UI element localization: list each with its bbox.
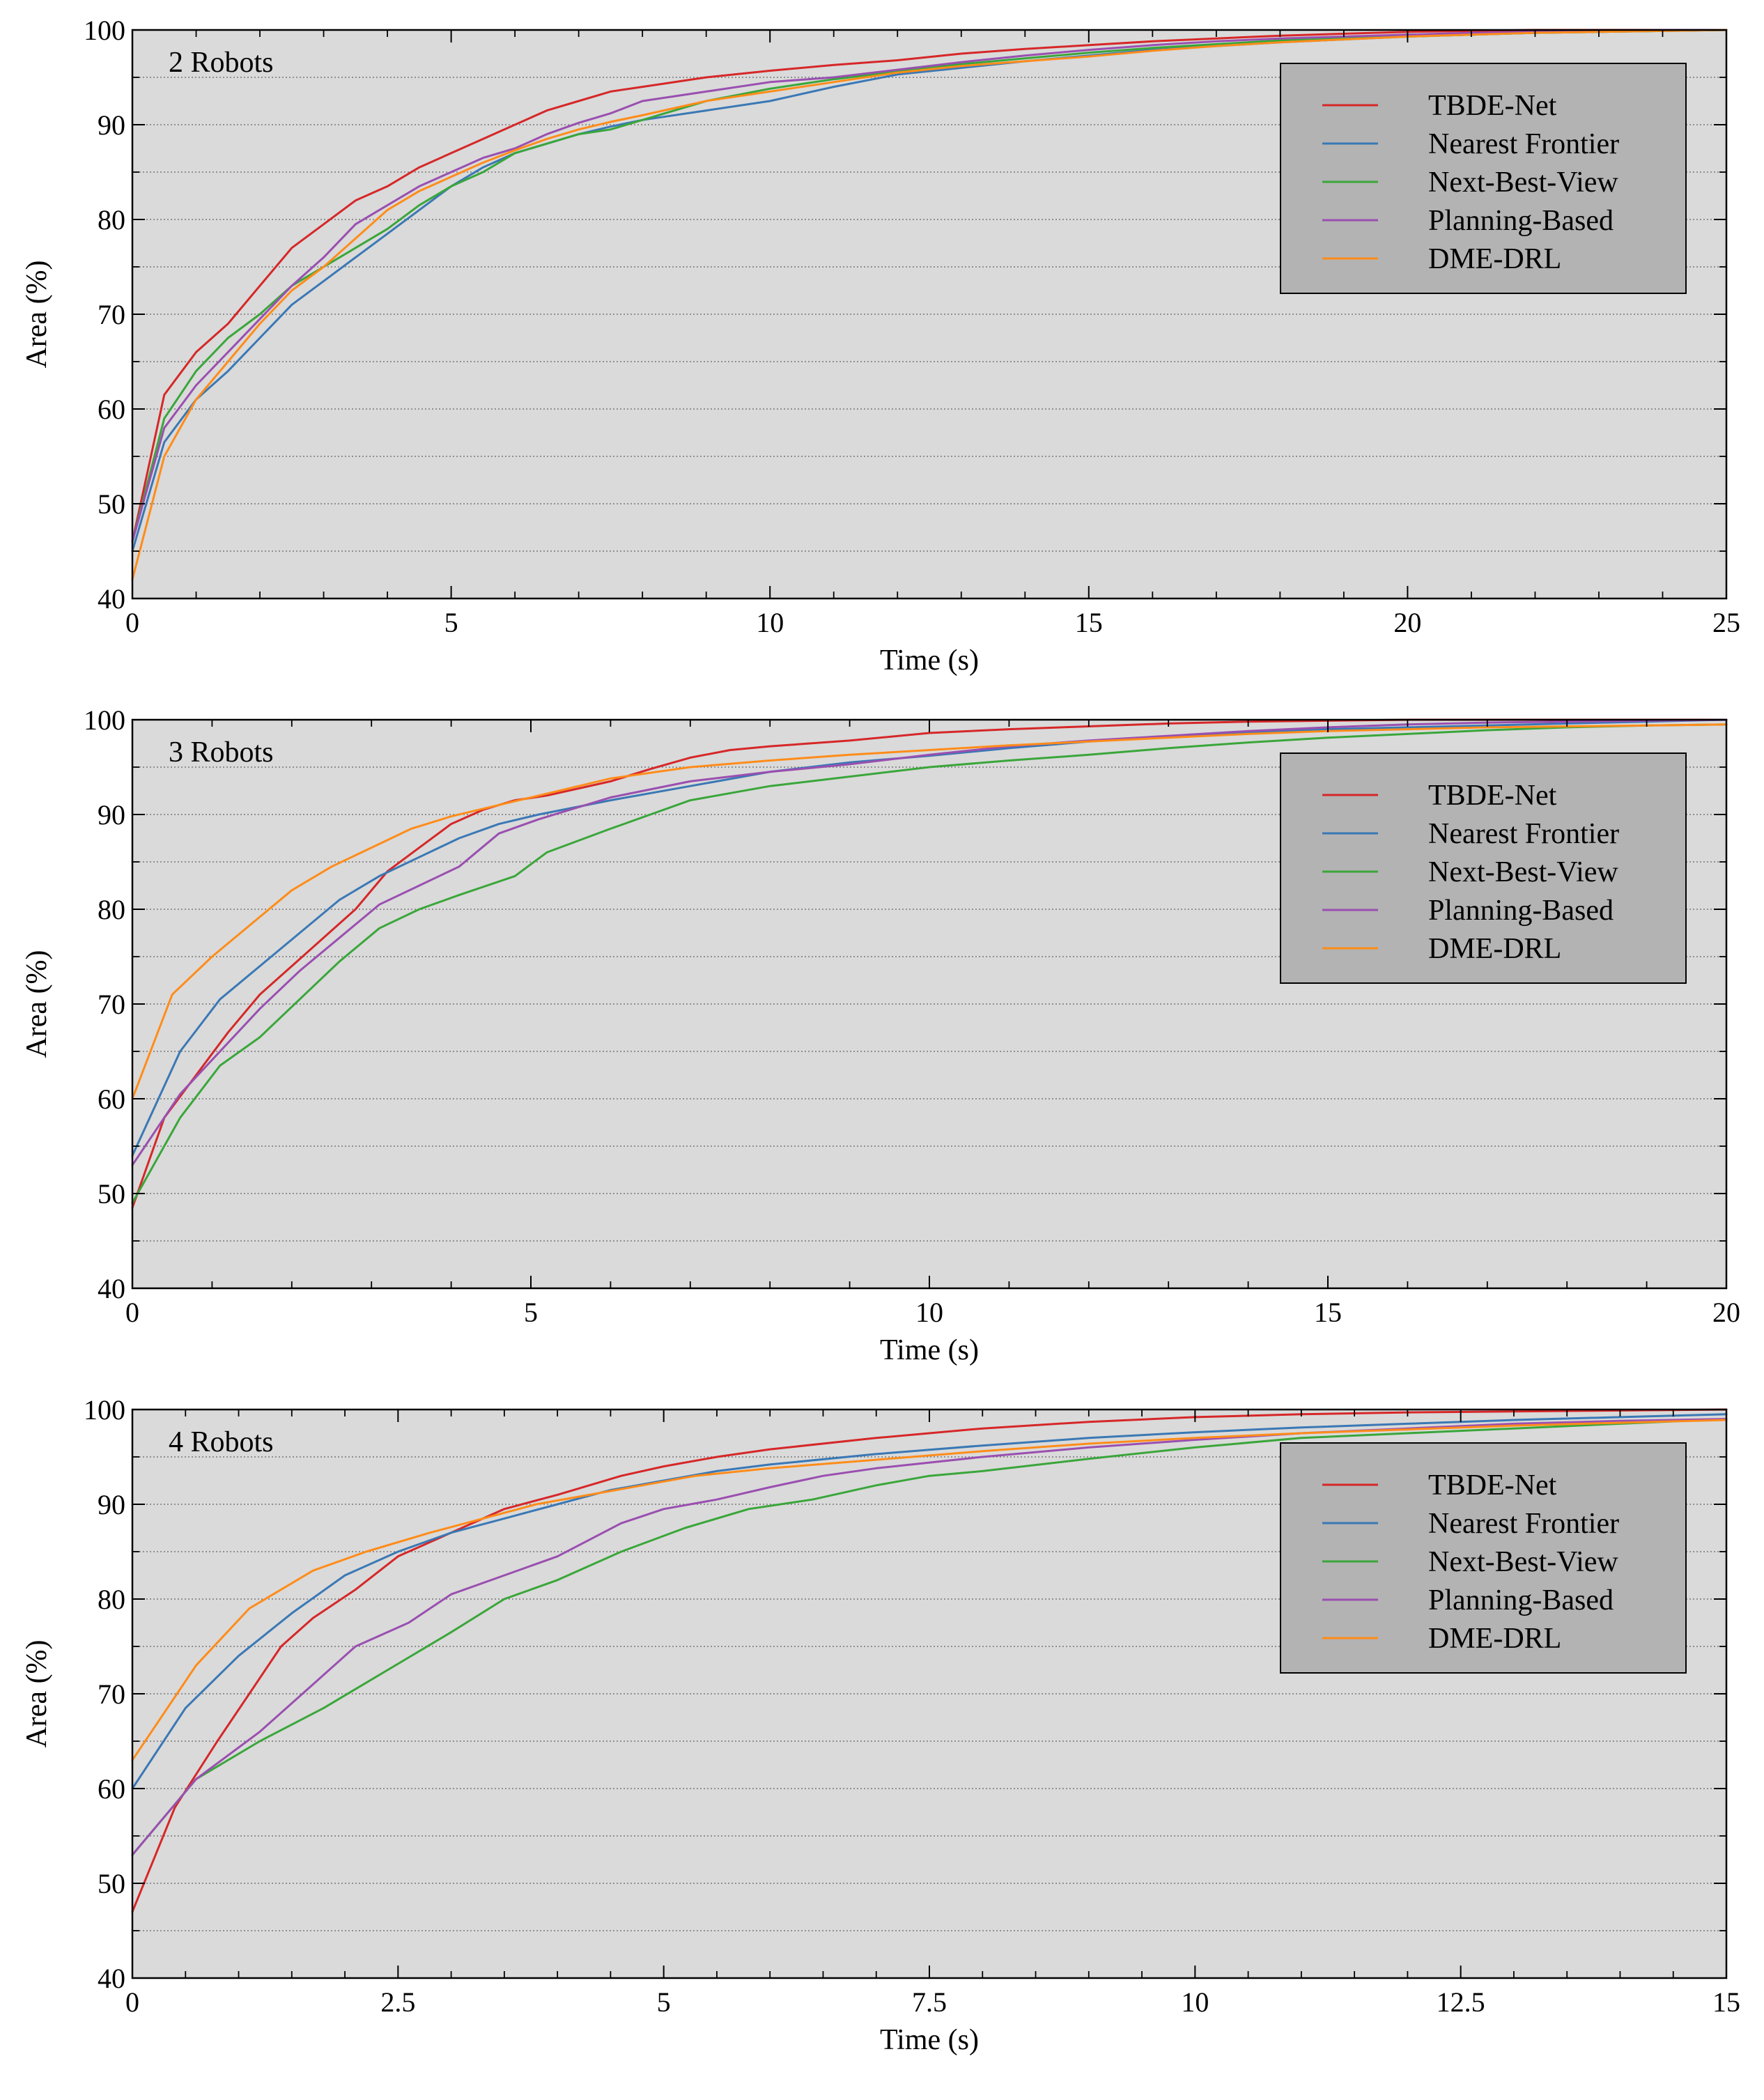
y-tick-label: 50 [98,1868,125,1899]
legend: TBDE-Net Nearest Frontier Next-Best-View Pl… [1280,1442,1687,1674]
panel-title: 3 Robots [169,736,274,769]
legend: TBDE-Net Nearest Frontier Next-Best-View Pl… [1280,63,1687,294]
legend-label: Nearest Frontier [1428,1508,1619,1540]
x-tick-label: 7.5 [912,1986,947,2018]
x-tick-label: 5 [444,607,458,638]
y-tick-label: 100 [84,15,125,46]
legend-box [1280,63,1687,294]
x-tick-label: 0 [125,607,139,638]
x-tick-label: 0 [125,1297,139,1328]
x-tick-label: 15 [1712,1986,1740,2018]
legend-label: TBDE-Net [1428,780,1557,812]
panel-title: 4 Robots [169,1426,274,1458]
x-tick-label: 15 [1314,1297,1342,1328]
panel-4-robots: 0 2.5 5 7.5 10 12.5 15 40 50 60 70 80 90 100 Time (s) A… [21,1394,1740,2056]
series-line-tbde-net [131,29,1728,543]
legend-label: DME-DRL [1428,933,1561,965]
y-tick-label: 60 [98,1773,125,1805]
y-axis-title: Area (%) [21,1639,53,1747]
series-line-tbde-net [131,1408,1728,1913]
y-tick-label: 70 [98,989,125,1020]
y-tick-label: 80 [98,1584,125,1615]
y-tick-label: 80 [98,204,125,236]
y-tick-label: 40 [98,1963,125,1994]
legend-label: DME-DRL [1428,243,1561,275]
legend-label: TBDE-Net [1428,90,1557,122]
x-tick-label: 10 [756,607,784,638]
panel-title: 2 Robots [169,47,274,79]
x-tick-label: 12.5 [1437,1986,1485,2018]
x-axis-title: Time (s) [880,644,979,677]
x-tick-label: 2.5 [380,1986,415,2018]
y-tick-label: 90 [98,799,125,831]
legend-label: Planning-Based [1428,1584,1614,1616]
y-tick-label: 60 [98,1083,125,1115]
x-tick-label: 10 [915,1297,943,1328]
legend-label: Planning-Based [1428,895,1614,927]
legend-label: Next-Best-View [1428,856,1618,888]
legend-label: TBDE-Net [1428,1469,1557,1501]
legend: TBDE-Net Nearest Frontier Next-Best-View Pl… [1280,752,1687,984]
y-tick-label: 50 [98,1178,125,1210]
y-tick-label: 100 [84,1394,125,1426]
series-line-next-best-view [131,723,1728,1205]
x-tick-label: 5 [657,1986,671,2018]
legend-label: Nearest Frontier [1428,818,1619,850]
x-tick-label: 20 [1712,1297,1740,1328]
x-tick-label: 5 [524,1297,538,1328]
series-line-dme-drl [131,723,1728,1100]
x-tick-label: 10 [1181,1986,1209,2018]
legend-box [1280,1442,1687,1674]
legend-label: Nearest Frontier [1428,128,1619,160]
panel-3-robots: 0 5 10 15 20 40 50 60 70 80 90 100 Time (s) Area (%) 3… [21,704,1740,1366]
y-tick-label: 70 [98,1678,125,1710]
y-tick-label: 90 [98,1489,125,1520]
y-tick-label: 40 [98,1273,125,1304]
y-tick-label: 70 [98,299,125,330]
y-tick-label: 100 [84,704,125,736]
series-line-planning-based [131,718,1728,1166]
x-tick-label: 15 [1075,607,1103,638]
y-tick-label: 40 [98,583,125,615]
series-line-next-best-view [131,1418,1728,1856]
y-axis-title: Area (%) [21,950,53,1058]
x-tick-label: 20 [1393,607,1421,638]
series-line-dme-drl [131,1419,1728,1761]
y-tick-label: 90 [98,109,125,141]
y-axis-title: Area (%) [21,260,53,368]
legend-label: Next-Best-View [1428,167,1618,199]
legend-label: Next-Best-View [1428,1546,1618,1578]
y-tick-label: 60 [98,394,125,425]
legend-box [1280,752,1687,984]
series-line-nearest-frontier [131,718,1728,1157]
legend-label: DME-DRL [1428,1623,1561,1655]
y-tick-label: 80 [98,894,125,925]
x-tick-label: 0 [125,1986,139,2018]
series-line-dme-drl [131,29,1728,581]
series-line-planning-based [131,29,1728,543]
panel-2-robots: 0 5 10 15 20 25 40 50 60 70 80 90 100 Time (s) Area (%… [21,15,1740,677]
y-tick-label: 50 [98,488,125,520]
legend-label: Planning-Based [1428,205,1614,237]
x-tick-label: 25 [1712,607,1740,638]
x-axis-title: Time (s) [880,2024,979,2056]
x-axis-title: Time (s) [880,1334,979,1366]
